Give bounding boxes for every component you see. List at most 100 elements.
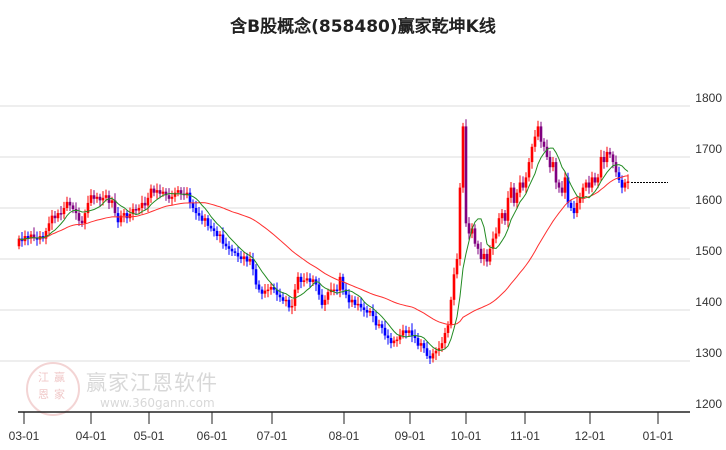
candle-body (398, 335, 402, 340)
x-tick-label: 11-01 (510, 429, 540, 443)
candle-body (74, 209, 78, 214)
candle-body (620, 179, 624, 188)
candle-body (194, 208, 198, 214)
candle-body (170, 196, 174, 199)
candle-body (65, 201, 69, 208)
candle-body (365, 310, 369, 313)
candle-body (353, 299, 357, 305)
candle-body (455, 259, 459, 275)
candle-body (113, 200, 117, 214)
candle-body (503, 213, 507, 221)
candle-body (287, 299, 291, 308)
candle-body (221, 234, 225, 244)
candle-body (176, 190, 180, 193)
candle-body (212, 228, 216, 231)
candle-body (140, 202, 144, 208)
candle-body (623, 182, 627, 188)
candle-body (269, 287, 273, 290)
candle-body (308, 278, 312, 282)
candle-body (149, 188, 153, 198)
candle-body (410, 330, 414, 336)
candle-body (242, 256, 246, 259)
candle-body (479, 248, 483, 259)
candle-body (491, 238, 495, 249)
candle-body (377, 324, 381, 326)
candle-body (572, 208, 576, 214)
candle-body (32, 234, 36, 238)
x-tick-label: 07-01 (257, 429, 288, 443)
candle-body (512, 187, 516, 203)
candle-body (83, 213, 87, 224)
candle-body (326, 292, 330, 300)
candle-body (560, 187, 564, 193)
candle-body (506, 197, 510, 221)
candle-body (323, 299, 327, 305)
candle-body (509, 187, 513, 198)
candle-body (554, 162, 558, 183)
candle-body (356, 303, 360, 306)
candle-body (566, 177, 570, 203)
candle-body (155, 190, 159, 193)
candle-body (191, 202, 195, 208)
candle-body (527, 162, 531, 178)
candle-body (467, 223, 471, 234)
candle-body (422, 343, 426, 349)
candle-body (317, 284, 321, 295)
candle-body (35, 237, 39, 240)
candle-body (215, 230, 219, 237)
candle-body (437, 348, 441, 351)
candle-body (434, 350, 438, 354)
candle-body (254, 269, 258, 285)
candle-body (608, 151, 612, 155)
candle-body (137, 208, 141, 211)
candle-body (290, 305, 294, 308)
candle-body (548, 157, 552, 168)
candle-body (593, 177, 597, 183)
x-tick-label: 04-01 (76, 429, 107, 443)
candle-body (452, 274, 456, 300)
candle-body (119, 215, 123, 223)
candle-body (263, 290, 267, 294)
candle-body (266, 289, 270, 292)
candle-body (578, 197, 582, 203)
candle-body (569, 202, 573, 208)
candle-body (251, 259, 255, 270)
candle-body (77, 213, 81, 221)
candle-body (539, 126, 543, 142)
candle-body (590, 177, 594, 188)
candle-body (575, 202, 579, 214)
candle-body (587, 182, 591, 188)
candle-body (518, 182, 522, 193)
candle-body (278, 294, 282, 298)
candle-body (47, 223, 51, 231)
y-tick-label: 1600 (695, 193, 722, 207)
candle-body (29, 234, 33, 239)
candle-body (599, 157, 603, 178)
candle-body (152, 188, 156, 193)
candle-body (311, 279, 315, 282)
candle-body (611, 154, 615, 163)
candle-body (389, 338, 393, 344)
candle-body (56, 213, 60, 219)
candle-body (101, 197, 105, 201)
seal-char: 赢 (54, 371, 65, 384)
candle-body (407, 330, 411, 333)
candle-body (206, 218, 210, 226)
candle-body (533, 136, 537, 147)
candle-body (197, 213, 201, 216)
x-tick-label: 01-01 (643, 429, 674, 443)
candle-body (239, 256, 243, 259)
candle-body (542, 141, 546, 147)
candle-body (497, 218, 501, 234)
candle-body (281, 297, 285, 301)
candle-body (245, 256, 249, 262)
seal-char: 恩 (38, 388, 49, 401)
candle-body (344, 289, 348, 295)
candle-body (626, 181, 630, 183)
candle-body (158, 190, 162, 194)
candle-body (275, 289, 279, 295)
candle-body (485, 253, 489, 262)
candle-body (359, 303, 363, 308)
x-tick-label: 10-01 (451, 429, 482, 443)
